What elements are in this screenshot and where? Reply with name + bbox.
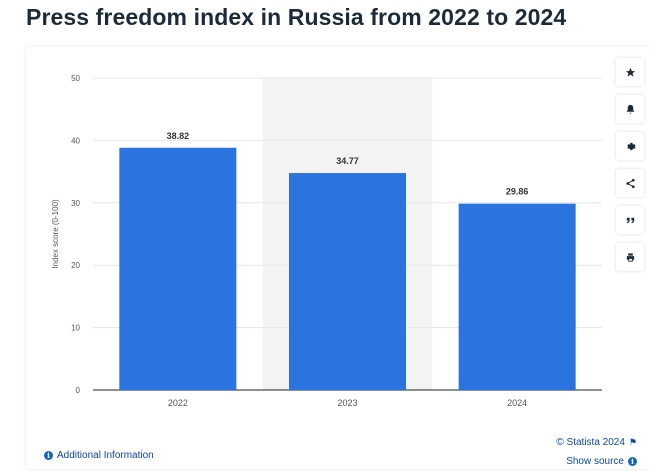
show-source-link[interactable]: Show source bbox=[566, 456, 624, 467]
chart-toolbar bbox=[616, 58, 644, 280]
copyright-link[interactable]: © Statista 2024 bbox=[556, 437, 625, 448]
data-label: 38.82 bbox=[167, 131, 190, 141]
additional-information-label: Additional Information bbox=[57, 450, 154, 461]
bar-chart: 0 10 20 30 40 50 Index score (0-100) 38.82 2022 3… bbox=[51, 74, 602, 408]
quote-icon bbox=[626, 217, 634, 223]
bar-2022[interactable] bbox=[119, 147, 237, 390]
x-tick-label: 2024 bbox=[507, 398, 527, 408]
flag-icon[interactable]: ⚑ bbox=[628, 437, 637, 447]
bar-2023[interactable] bbox=[289, 173, 406, 390]
notification-button[interactable] bbox=[616, 95, 644, 123]
bell-icon bbox=[626, 104, 634, 114]
share-icon bbox=[625, 178, 635, 188]
cite-button[interactable] bbox=[616, 206, 644, 234]
bar-2024[interactable] bbox=[458, 203, 576, 390]
printer-icon bbox=[626, 252, 634, 262]
y-axis-label: Index score (0-100) bbox=[51, 199, 60, 269]
chart-card: 0 10 20 30 40 50 Index score (0-100) 38.82 2022 3… bbox=[26, 47, 649, 469]
data-label: 29.86 bbox=[506, 187, 529, 197]
settings-button[interactable] bbox=[616, 132, 644, 160]
x-tick-label: 2022 bbox=[168, 398, 188, 408]
info-icon: i bbox=[44, 451, 53, 460]
share-button[interactable] bbox=[616, 169, 644, 197]
print-button[interactable] bbox=[616, 243, 644, 271]
chart-footer-right: © Statista 2024 ⚑ Show source i bbox=[556, 433, 637, 471]
star-icon bbox=[625, 67, 635, 77]
favorite-button[interactable] bbox=[616, 58, 644, 86]
info-icon: i bbox=[628, 457, 637, 466]
y-tick-label: 40 bbox=[71, 136, 80, 145]
data-label: 34.77 bbox=[336, 156, 359, 166]
y-tick-label: 0 bbox=[76, 386, 81, 395]
additional-information-link[interactable]: i Additional Information bbox=[44, 450, 154, 461]
gear-icon bbox=[626, 142, 636, 150]
x-tick-label: 2023 bbox=[337, 398, 357, 408]
y-tick-label: 20 bbox=[71, 261, 80, 270]
y-tick-label: 50 bbox=[71, 74, 80, 83]
y-tick-label: 10 bbox=[71, 324, 80, 333]
page-title: Press freedom index in Russia from 2022 … bbox=[26, 4, 567, 30]
y-tick-label: 30 bbox=[71, 199, 80, 208]
